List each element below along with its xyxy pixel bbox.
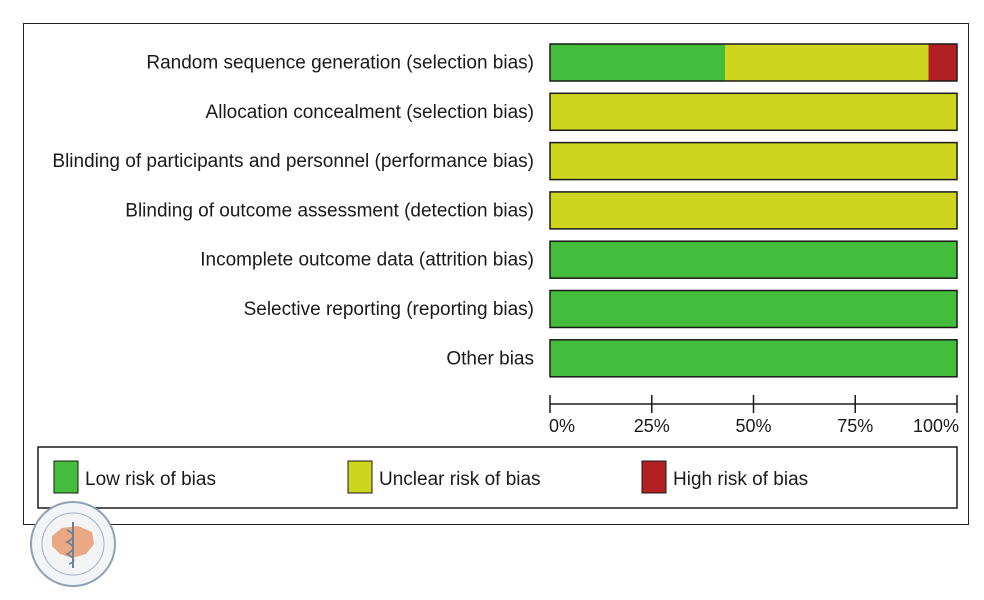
x-tick-label: 75% (837, 416, 873, 436)
legend-label: High risk of bias (673, 469, 808, 490)
bar-segment (550, 142, 957, 180)
bar-segment (550, 241, 957, 279)
bar-outline (549, 43, 958, 82)
legend-label: Unclear risk of bias (379, 469, 541, 490)
bar-segment (550, 93, 957, 131)
category-label: Allocation concealment (selection bias) (206, 102, 534, 123)
x-tick-label: 50% (735, 416, 771, 436)
category-label: Blinding of participants and personnel (… (52, 151, 534, 172)
bar-outline (549, 339, 958, 378)
legend-swatch (641, 460, 667, 494)
category-label: Selective reporting (reporting bias) (244, 299, 534, 320)
x-tick-label: 25% (634, 416, 670, 436)
bar-outline (549, 240, 958, 279)
risk-of-bias-chart: Random sequence generation (selection bi… (37, 43, 959, 509)
legend-swatch (53, 460, 79, 494)
bar-segment (725, 44, 929, 81)
bar-segment (550, 44, 726, 81)
category-label: Blinding of outcome assessment (detectio… (125, 200, 534, 221)
legend-label: Low risk of bias (85, 469, 216, 490)
x-tick-label: 100% (913, 416, 959, 436)
chart-frame: Random sequence generation (selection bi… (23, 23, 969, 525)
bar-segment (550, 191, 957, 229)
association-seal-logo (30, 501, 116, 587)
category-label: Random sequence generation (selection bi… (146, 53, 534, 74)
legend-swatch (347, 460, 373, 494)
bar-segment (550, 339, 957, 377)
bar-segment (550, 290, 957, 328)
category-label: Incomplete outcome data (attrition bias) (200, 250, 534, 271)
x-tick-label: 0% (549, 416, 575, 436)
bar-outline (549, 191, 958, 230)
bar-outline (549, 92, 958, 132)
bar-outline (549, 141, 958, 181)
legend-box (37, 446, 958, 509)
bar-segment (928, 44, 957, 81)
bar-outline (549, 289, 958, 329)
category-label: Other bias (446, 348, 534, 369)
